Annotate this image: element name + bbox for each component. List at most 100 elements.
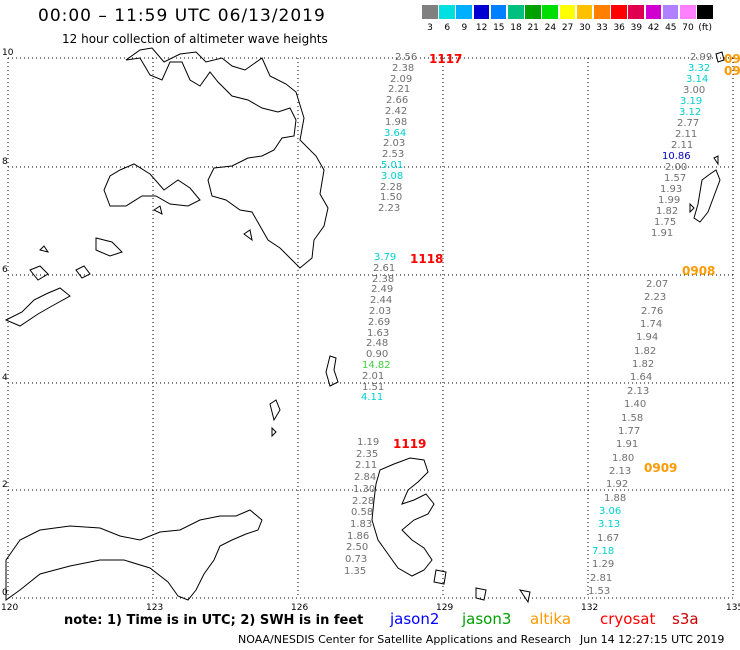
wave-height-value: 3.14 [686, 74, 709, 85]
wave-height-value: 7.18 [592, 546, 615, 557]
wave-height-value: 2.49 [371, 284, 394, 296]
wave-height-value: 5.01 [381, 160, 404, 171]
wave-height-value: 1.91 [651, 228, 674, 239]
wave-height-value: 1.67 [597, 532, 620, 544]
wave-height-value: 1.82 [634, 345, 657, 357]
wave-height-value: 2.09 [390, 73, 413, 85]
wave-height-value: 1.99 [658, 195, 681, 206]
wave-height-value: 1.94 [636, 332, 659, 344]
wave-height-value: 2.53 [382, 149, 405, 161]
color-scale-label: 18 [510, 23, 522, 33]
wave-height-value: 2.28 [352, 495, 375, 507]
color-swatch [456, 5, 472, 19]
wave-height-value: 2.77 [677, 118, 700, 129]
wave-height-value: 2.69 [368, 316, 391, 328]
legend-entry: s3a [672, 610, 699, 628]
color-swatch [508, 5, 524, 19]
wave-height-value: 2.66 [386, 95, 409, 107]
wave-height-value: 1.83 [350, 518, 373, 530]
wave-height-value: 4.11 [361, 392, 384, 404]
wave-height-value: 2.11 [675, 129, 698, 140]
color-scale-label: 15 [493, 23, 505, 33]
wave-height-value: 2.35 [356, 448, 379, 460]
wave-height-value: 2.11 [355, 460, 378, 472]
wave-height-value: 1.40 [624, 399, 647, 411]
wave-height-value: 2.11 [671, 140, 694, 151]
wave-height-value: 3.00 [683, 85, 706, 96]
legend-entry: jason3 [462, 610, 512, 628]
color-scale-label: 33 [596, 23, 608, 33]
wave-height-value: 1.29 [592, 559, 615, 571]
lon-label: 123 [146, 603, 164, 613]
wave-height-value: 2.56 [395, 52, 418, 63]
lon-label: 135 [726, 603, 740, 613]
color-swatch [628, 5, 644, 19]
coastlines [4, 47, 725, 604]
wave-height-value: 0.73 [345, 554, 368, 565]
color-swatch [559, 5, 576, 19]
wave-height-value: 1.88 [604, 492, 627, 504]
wave-height-value: 1.91 [616, 439, 639, 451]
wave-height-value: 2.21 [388, 84, 411, 96]
wave-height-value: 3.08 [381, 170, 404, 182]
wave-height-value: 2.03 [369, 306, 392, 317]
wave-height-value: 1.30 [353, 483, 376, 495]
wave-height-value: 2.99 [690, 52, 713, 63]
wave-height-value: 3.19 [680, 96, 703, 107]
color-swatch [645, 5, 662, 19]
lon-label: 120 [1, 603, 19, 613]
wave-height-value: 3.32 [688, 63, 711, 74]
wave-height-value: 1.35 [344, 565, 367, 577]
color-scale-label: 30 [579, 23, 591, 33]
lat-label: 8 [2, 157, 8, 167]
color-scale-label: 24 [544, 23, 557, 33]
lat-label: 0 [2, 588, 8, 598]
color-scale-label: 6 [444, 23, 451, 33]
wave-height-value: 3.79 [374, 252, 397, 263]
wave-height-value: 1.63 [367, 327, 390, 339]
wave-height-value: 2.00 [665, 162, 688, 173]
wave-height-value: 2.81 [590, 572, 613, 584]
color-swatch [611, 5, 627, 19]
lat-label: 6 [2, 265, 8, 275]
wave-height-value: 2.23 [378, 203, 401, 215]
wave-height-value: 2.61 [373, 262, 396, 274]
wave-height-value: 2.44 [370, 295, 393, 307]
color-swatch [422, 5, 438, 19]
wave-height-value: 3.13 [598, 519, 621, 531]
wave-height-value: 0.58 [351, 507, 374, 519]
wave-height-value: 1.86 [347, 530, 370, 542]
lat-label: 2 [2, 480, 8, 490]
color-scale-label: 27 [561, 23, 574, 33]
color-swatch [594, 5, 610, 19]
color-scale-label: 21 [527, 23, 539, 33]
lon-label: 129 [436, 603, 454, 613]
wave-height-value: 2.28 [380, 181, 403, 193]
wave-height-value: 3.06 [599, 505, 622, 517]
wave-height-value: 2.03 [383, 138, 406, 150]
color-swatch [576, 5, 593, 19]
wave-height-value: 0.90 [366, 349, 389, 361]
lat-label: 4 [2, 373, 8, 383]
color-scale-label: 36 [613, 23, 625, 33]
pass-id-label: 09 [724, 52, 740, 66]
map-subtitle: 12 hour collection of altimeter wave hei… [62, 32, 328, 46]
color-swatch [439, 5, 455, 19]
wave-height-value: 1.53 [588, 586, 611, 598]
wave-height-value: 1.80 [612, 452, 635, 464]
wave-height-value: 1.93 [660, 184, 683, 195]
wave-height-value: 10.86 [662, 151, 691, 162]
legend-entry: jason2 [390, 610, 440, 628]
pass-id-label: 0908 [682, 264, 716, 278]
wave-height-value: 1.82 [632, 359, 655, 371]
color-scale-label: 42 [647, 23, 660, 33]
legend-entry: cryosat [600, 610, 656, 628]
footer-note: note: 1) Time is in UTC; 2) SWH is in fe… [64, 613, 364, 628]
wave-height-value: 2.42 [385, 106, 408, 117]
color-scale-label: 45 [665, 23, 677, 33]
wave-height-value: 1.51 [362, 381, 385, 393]
wave-height-value: 1.57 [664, 173, 687, 184]
wave-height-value: 3.64 [384, 127, 407, 139]
lon-label: 132 [581, 603, 599, 613]
color-swatch [662, 5, 679, 19]
